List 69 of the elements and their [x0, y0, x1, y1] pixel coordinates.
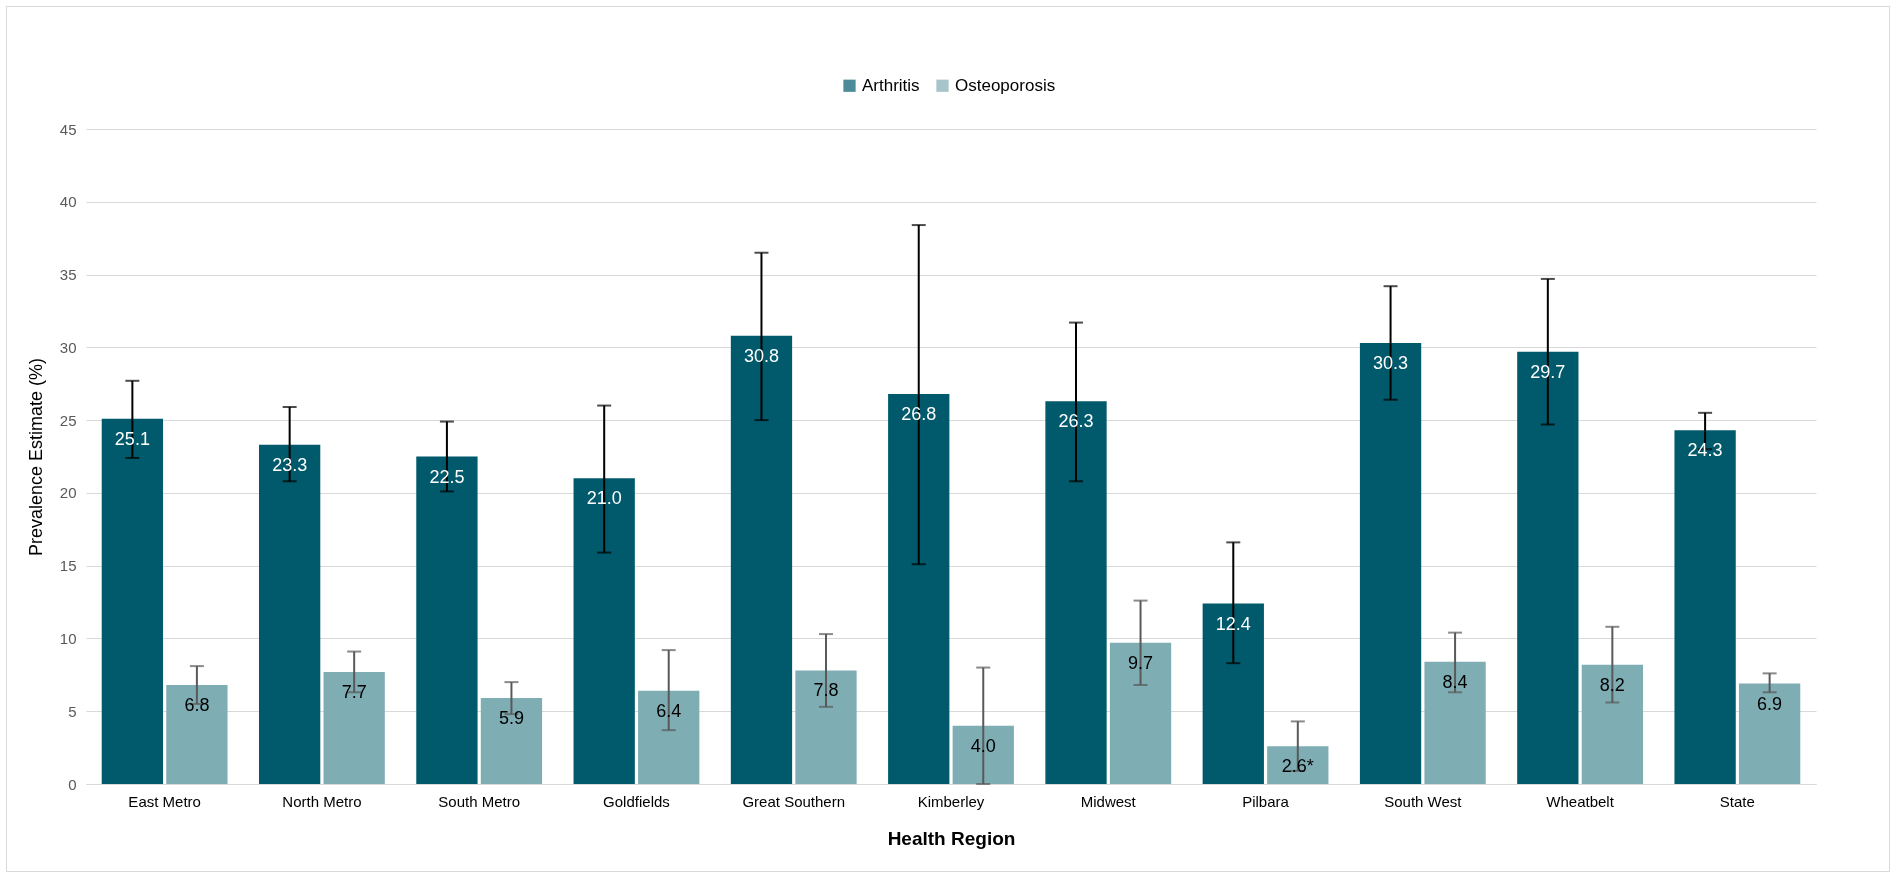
- data-label: 6.4: [656, 700, 682, 721]
- x-tick-label: Kimberley: [917, 792, 985, 810]
- y-tick-label: 40: [59, 193, 77, 211]
- data-label: 8.2: [1599, 674, 1625, 695]
- bar: [259, 444, 321, 784]
- data-label: 21.0: [586, 488, 622, 509]
- data-label: 6.8: [184, 695, 210, 716]
- y-tick-label: 5: [68, 702, 77, 720]
- data-label: 26.8: [901, 403, 937, 424]
- data-label: 7.8: [813, 680, 839, 701]
- bar: [1267, 746, 1329, 784]
- data-label: 30.8: [743, 345, 779, 366]
- y-tick-label: 35: [59, 266, 77, 284]
- bar: [952, 725, 1014, 784]
- x-tick-label: Wheatbelt: [1546, 792, 1615, 810]
- x-axis-title: Health Region: [887, 827, 1016, 849]
- y-axis-title: Prevalence Estimate (%): [25, 357, 46, 557]
- data-label: 9.7: [1128, 652, 1154, 673]
- data-label: 6.9: [1757, 693, 1783, 714]
- legend-label: Osteoporosis: [955, 75, 1056, 95]
- x-tick-label: Midwest: [1080, 792, 1137, 810]
- data-label: 5.9: [498, 708, 524, 729]
- y-tick-label: 15: [59, 557, 77, 575]
- x-tick-label: Pilbara: [1242, 792, 1290, 810]
- bar: [480, 698, 543, 784]
- bar: [1674, 430, 1736, 784]
- x-tick-label: North Metro: [282, 792, 362, 810]
- data-label: 7.7: [341, 681, 367, 702]
- bar: [323, 671, 385, 784]
- bar: [101, 418, 164, 784]
- bar: [1581, 664, 1643, 784]
- bar: [1109, 642, 1172, 784]
- data-label: 25.1: [114, 428, 150, 449]
- x-tick-label: East Metro: [128, 792, 201, 810]
- data-label: 23.3: [272, 454, 308, 475]
- bar: [166, 685, 228, 784]
- y-tick-label: 10: [59, 629, 77, 647]
- y-tick-label: 30: [59, 338, 77, 356]
- x-tick-label: South Metro: [438, 792, 521, 810]
- bar: [416, 456, 478, 784]
- legend-label: Arthritis: [862, 75, 920, 95]
- bar: [795, 670, 857, 784]
- x-tick-label: Great Southern: [742, 792, 846, 810]
- bar: [888, 393, 950, 784]
- data-label: 29.7: [1530, 361, 1566, 382]
- bar: [1202, 603, 1264, 784]
- x-tick-label: State: [1719, 792, 1755, 810]
- data-label: 30.3: [1373, 352, 1409, 373]
- bar: [1359, 342, 1422, 784]
- y-tick-label: 45: [59, 120, 77, 138]
- bar: [1045, 401, 1107, 784]
- y-tick-label: 25: [59, 411, 77, 429]
- data-label: 12.4: [1215, 613, 1251, 634]
- bar: [1738, 683, 1801, 784]
- x-tick-label: Goldfields: [603, 792, 670, 810]
- bar: [1517, 351, 1579, 784]
- y-tick-label: 20: [59, 484, 77, 502]
- data-label: 22.5: [429, 466, 465, 487]
- data-label: 2.6*: [1281, 756, 1314, 777]
- data-label: 24.3: [1687, 440, 1723, 461]
- data-label: 26.3: [1058, 411, 1094, 432]
- bar: [638, 690, 700, 784]
- bar: [1424, 661, 1486, 784]
- data-label: 8.4: [1442, 671, 1468, 692]
- bar: [730, 335, 793, 784]
- data-label: 4.0: [970, 735, 996, 756]
- bar: [573, 478, 635, 784]
- y-tick-label: 0: [68, 775, 77, 793]
- x-tick-label: South West: [1384, 792, 1463, 810]
